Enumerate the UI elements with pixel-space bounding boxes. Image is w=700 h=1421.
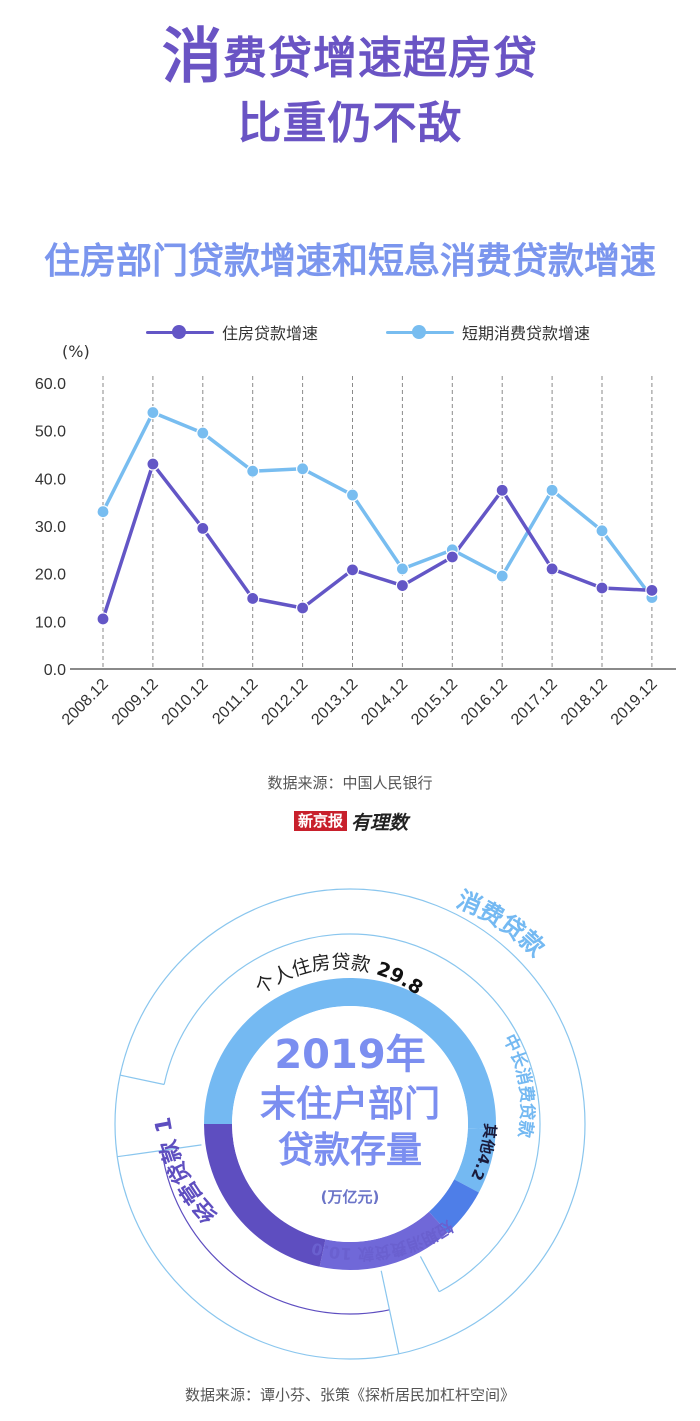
series-line-1	[101, 410, 654, 599]
center-unit: (万亿元)	[321, 1188, 380, 1206]
center-title-line: 贷款存量	[278, 1130, 422, 1171]
y-axis-unit: (%)	[62, 342, 90, 361]
data-point-series-0	[146, 457, 160, 471]
publisher-logo: 新京报 有理数	[294, 810, 409, 834]
source-note-1: 数据来源：中国人民银行	[267, 774, 433, 792]
data-point-series-0	[595, 581, 609, 595]
chart-legend: 住房贷款增速 短期消费贷款增速	[140, 318, 640, 346]
data-point-series-1	[146, 405, 160, 420]
y-tick-label: 10.0	[35, 614, 66, 631]
x-tick-label: 2010.12	[159, 676, 212, 729]
group-ring-business	[161, 1150, 390, 1315]
slice-housing	[204, 978, 496, 1130]
logo-box: 新京报	[294, 811, 348, 831]
legend-item-consumer: 短期消费贷款增速	[386, 318, 590, 346]
slice-other	[428, 1179, 479, 1233]
x-tick-label: 2018.12	[558, 676, 611, 729]
data-point-series-1	[196, 426, 210, 440]
data-point-series-0	[96, 612, 110, 626]
source-note-2: 数据来源：谭小芬、张策《探析居民加杠杆空间》	[184, 1386, 515, 1404]
x-tick-label: 2016.12	[458, 676, 511, 729]
data-point-series-0	[545, 562, 559, 576]
data-point-series-1	[495, 569, 509, 583]
x-tick-label: 2015.12	[408, 676, 461, 729]
label-midlong: 中长消费贷款	[499, 1031, 538, 1140]
hero-title-initial: 消	[162, 22, 223, 92]
data-point-series-0	[345, 563, 360, 577]
donut-hole	[232, 1006, 468, 1242]
slice-short	[319, 1211, 448, 1270]
hero-title-line2: 比重仍不敌	[237, 98, 463, 149]
hero-title-line1: 消费贷增速超房贷	[0, 22, 700, 94]
y-tick-label: 40.0	[35, 471, 66, 488]
y-tick-label: 60.0	[35, 376, 66, 393]
data-point-series-0	[645, 583, 659, 597]
logo-script: 有理数	[351, 811, 409, 834]
y-tick-label: 0.0	[44, 662, 66, 679]
x-tick-label: 2011.12	[209, 676, 261, 728]
data-point-series-1	[246, 464, 260, 478]
label-outer-consumer: 消费贷款	[453, 885, 551, 962]
data-point-series-1	[345, 488, 360, 502]
group-separator	[117, 1144, 202, 1158]
data-point-series-0	[196, 521, 210, 535]
slice-business	[204, 1123, 326, 1267]
legend-label-consumer: 短期消费贷款增速	[462, 324, 591, 343]
data-point-series-0	[246, 591, 260, 606]
center-title-line: 末住户部门	[260, 1084, 440, 1125]
x-tick-label: 2008.12	[59, 676, 112, 729]
slice-midlong	[454, 1127, 496, 1193]
group-separator	[380, 1270, 400, 1354]
x-tick-label: 2019.12	[608, 676, 661, 729]
legend-item-housing: 住房贷款增速	[146, 318, 318, 346]
x-tick-label: 2009.12	[109, 676, 162, 729]
data-point-series-1	[395, 562, 409, 576]
y-tick-label: 30.0	[35, 519, 66, 536]
x-tick-label: 2012.12	[259, 676, 312, 729]
data-point-series-0	[495, 483, 509, 497]
data-point-series-0	[445, 550, 459, 564]
line-chart: 0.0 10.0 20.0 30.0 40.0 50.0 60.0 2008.122009.1…	[35, 376, 676, 729]
group-separator	[419, 1256, 440, 1293]
x-tick-label: 2013.12	[308, 676, 361, 729]
hero-title-rest: 费贷增速超房贷	[223, 33, 538, 84]
legend-swatch-consumer	[386, 322, 454, 342]
hero-title: 消费贷增速超房贷 比重仍不敌	[0, 22, 700, 154]
data-point-series-0	[395, 578, 409, 593]
label-business: 经营贷款 11.3	[0, 860, 222, 1227]
data-point-series-0	[296, 601, 310, 615]
data-point-series-1	[595, 524, 609, 538]
data-point-series-1	[296, 462, 310, 476]
series-line-0	[101, 462, 652, 620]
y-tick-label: 20.0	[35, 567, 66, 584]
data-point-series-1	[545, 483, 559, 497]
group-ring-consumer	[163, 933, 541, 1293]
legend-label-housing: 住房贷款增速	[222, 324, 319, 343]
center-title-line: 2019年	[274, 1032, 425, 1078]
x-tick-label: 2017.12	[508, 676, 561, 729]
x-tick-label: 2014.12	[358, 676, 411, 729]
group-separator	[120, 1074, 165, 1086]
legend-swatch-housing	[146, 322, 214, 342]
data-point-series-1	[96, 505, 110, 519]
y-tick-label: 50.0	[35, 424, 66, 441]
chart-title: 住房部门贷款增速和短息消费贷款增速	[43, 241, 656, 282]
outer-ring	[114, 888, 586, 1360]
